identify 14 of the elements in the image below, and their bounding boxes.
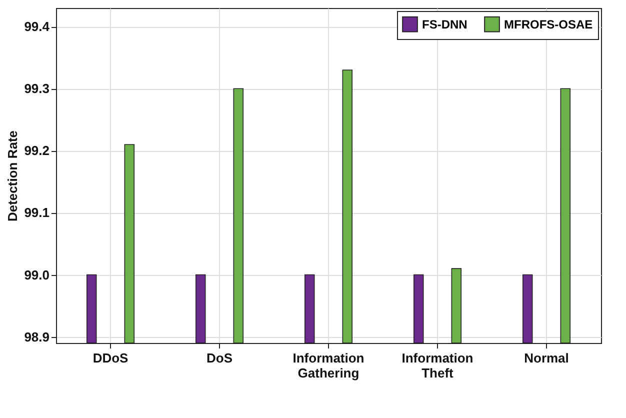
y-tick-label: 98.9 — [24, 329, 50, 344]
x-tick-label: Information Gathering — [292, 350, 364, 380]
y-tick-label: 99.0 — [24, 267, 50, 282]
x-tick-label: DoS — [206, 350, 233, 366]
y-tick-label: 99.3 — [24, 81, 50, 96]
x-tick-label: Normal — [524, 350, 569, 366]
legend-label: FS-DNN — [422, 17, 468, 32]
y-tick-label: 99.4 — [24, 19, 50, 34]
legend-label: MFROFS-OSAE — [504, 17, 593, 32]
y-axis-title: Detection Rate — [5, 130, 20, 222]
x-tick-label: DDoS — [92, 350, 129, 366]
x-tick-label: Information Theft — [402, 350, 474, 380]
y-tick-label: 99.2 — [24, 143, 50, 158]
y-tick-label: 99.1 — [24, 205, 50, 220]
